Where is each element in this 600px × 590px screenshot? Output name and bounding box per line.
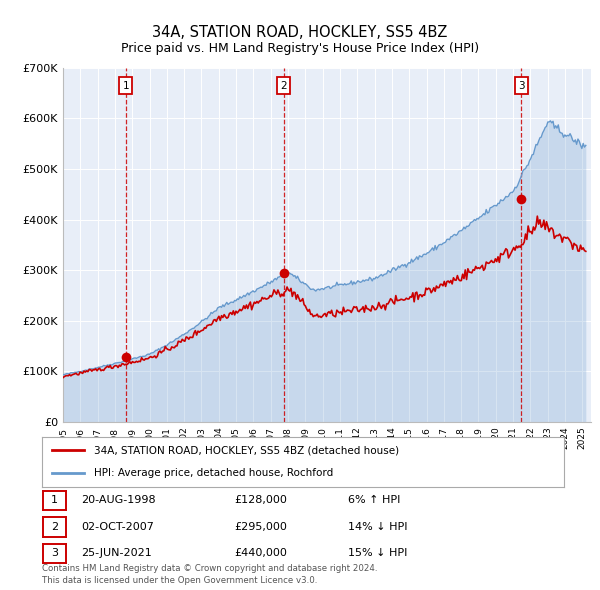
Text: 34A, STATION ROAD, HOCKLEY, SS5 4BZ (detached house): 34A, STATION ROAD, HOCKLEY, SS5 4BZ (det… (94, 445, 400, 455)
Text: 2: 2 (280, 81, 287, 90)
Text: 25-JUN-2021: 25-JUN-2021 (81, 549, 152, 558)
Text: 15% ↓ HPI: 15% ↓ HPI (348, 549, 407, 558)
Text: 3: 3 (518, 81, 525, 90)
Text: 3: 3 (51, 549, 58, 558)
Text: £295,000: £295,000 (234, 522, 287, 532)
Text: 2: 2 (51, 522, 58, 532)
Text: Price paid vs. HM Land Registry's House Price Index (HPI): Price paid vs. HM Land Registry's House … (121, 42, 479, 55)
Text: 1: 1 (122, 81, 129, 90)
Text: 20-AUG-1998: 20-AUG-1998 (81, 496, 155, 505)
Text: 6% ↑ HPI: 6% ↑ HPI (348, 496, 400, 505)
Text: £128,000: £128,000 (234, 496, 287, 505)
Text: 34A, STATION ROAD, HOCKLEY, SS5 4BZ: 34A, STATION ROAD, HOCKLEY, SS5 4BZ (152, 25, 448, 40)
Text: £440,000: £440,000 (234, 549, 287, 558)
Text: 14% ↓ HPI: 14% ↓ HPI (348, 522, 407, 532)
Text: 02-OCT-2007: 02-OCT-2007 (81, 522, 154, 532)
Text: 1: 1 (51, 496, 58, 505)
Text: Contains HM Land Registry data © Crown copyright and database right 2024.
This d: Contains HM Land Registry data © Crown c… (42, 564, 377, 585)
Text: HPI: Average price, detached house, Rochford: HPI: Average price, detached house, Roch… (94, 468, 334, 478)
